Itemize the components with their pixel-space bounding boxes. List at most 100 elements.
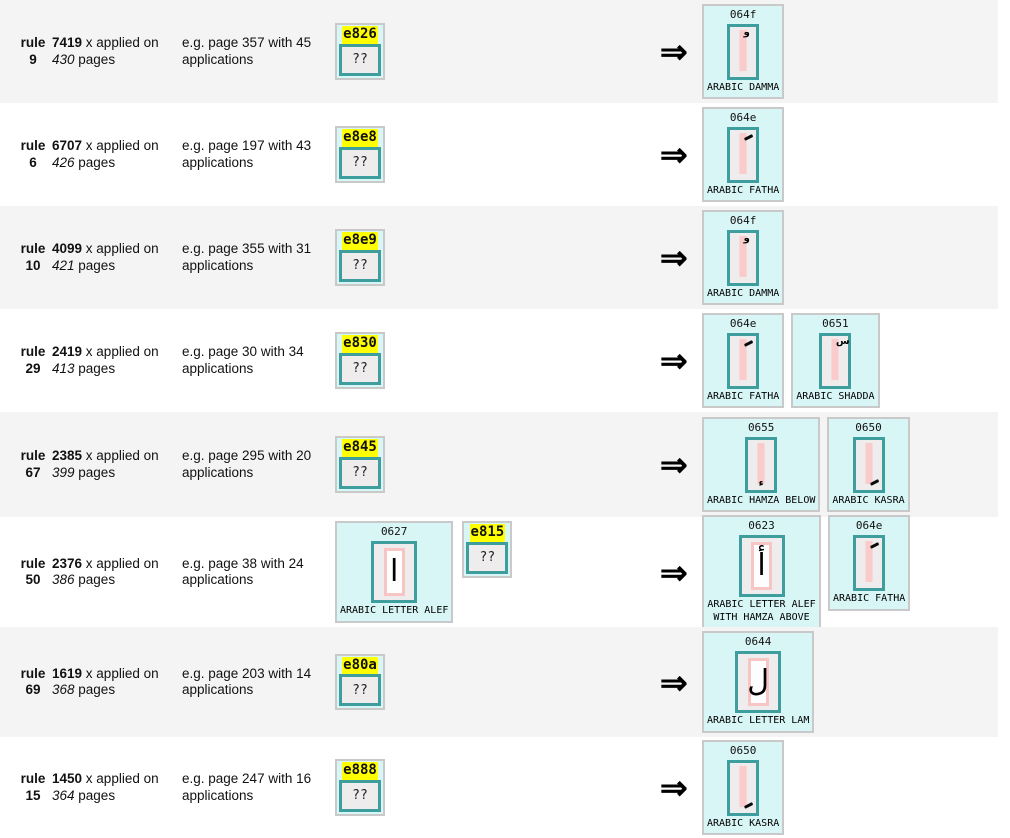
unknown-glyph-box: e815?? — [462, 521, 513, 578]
baseline-bar — [739, 338, 747, 380]
character-name-label: ARABIC SHADDA — [796, 390, 875, 402]
character-name-label: ARABIC LETTER LAM — [707, 715, 810, 727]
unknown-glyph-placeholder: ?? — [339, 249, 381, 282]
pages-count: 413 — [52, 360, 75, 376]
applications-count-line: 2385 x applied on — [52, 448, 182, 464]
unknown-glyph-box: e8e9?? — [335, 229, 385, 286]
pages-count-suffix: pages — [74, 154, 116, 170]
pages-count: 421 — [52, 257, 75, 273]
character-name-label: ARABIC FATHA — [833, 593, 906, 605]
character-name-label: ARABIC KASRA — [707, 817, 780, 829]
private-use-code-highlight: e830 — [342, 335, 378, 353]
rule-word: rule — [20, 665, 46, 681]
codepoint-label: 064f — [729, 7, 757, 21]
rule-word: rule — [20, 241, 46, 257]
source-glyphs: e888?? — [335, 759, 660, 816]
mark-glyph-box — [853, 535, 886, 592]
character-name-label: ARABIC FATHA — [707, 184, 780, 196]
pages-count-line: 421 pages — [52, 258, 182, 274]
applications-count-suffix: x applied on — [82, 665, 159, 681]
rule-id: rule 67 — [14, 448, 52, 480]
rule-number: 50 — [25, 572, 41, 587]
private-use-code-highlight: e826 — [342, 26, 378, 44]
source-glyphs: e80a?? — [335, 653, 660, 711]
mark-glyph-box — [727, 126, 760, 183]
applications-count: 2376 — [52, 555, 83, 571]
example-text: e.g. page 38 with 24 applications — [182, 555, 304, 587]
pages-count-suffix: pages — [74, 360, 116, 376]
mark-glyph-box — [852, 436, 885, 493]
mark-glyph-box — [727, 759, 760, 816]
diacritic-glyph: س — [835, 335, 850, 347]
pages-count-line: 426 pages — [52, 155, 182, 171]
codepoint-label: 064e — [729, 110, 757, 124]
unknown-glyph-box: e845?? — [335, 436, 385, 493]
rule-row: rule 10 4099 x applied on 421 pages e.g. pag… — [0, 206, 998, 309]
rule-id: rule 6 — [14, 138, 52, 170]
unknown-glyph-box: e888?? — [335, 759, 385, 816]
source-glyphs: e830?? — [335, 332, 660, 389]
pages-count-suffix: pages — [74, 464, 116, 480]
example-text: e.g. page 357 with 45 applications — [182, 35, 312, 67]
codepoint-label: 0644 — [744, 635, 772, 649]
private-use-code-highlight: e80a — [342, 656, 378, 675]
glyph-card: 064e ARABIC FATHA — [702, 106, 785, 203]
applications-count-line: 7419 x applied on — [52, 35, 182, 51]
glyph-card: 0651 س ARABIC SHADDA — [791, 312, 880, 409]
baseline-bar — [865, 541, 873, 583]
arabic-letter-glyph: أ — [757, 548, 766, 584]
applications-count: 7419 — [52, 35, 83, 51]
applications-count: 2419 — [52, 344, 83, 360]
rule-number: 67 — [25, 464, 41, 480]
codepoint-label: 0650 — [729, 743, 757, 757]
pages-count: 399 — [52, 464, 75, 480]
target-glyphs: 0623 أ ARABIC LETTER ALEF WITH HAMZA ABOVE… — [702, 514, 911, 630]
baseline-bar — [739, 235, 747, 277]
rule-row: rule 6 6707 x applied on 426 pages e.g. page… — [0, 103, 998, 206]
private-use-code-highlight: e815 — [469, 524, 506, 542]
unknown-glyph-placeholder: ?? — [339, 43, 381, 76]
pages-count-line: 364 pages — [52, 788, 182, 804]
unknown-glyph-placeholder: ?? — [339, 146, 381, 179]
applications-count-suffix: x applied on — [82, 448, 159, 464]
rule-stats: 4099 x applied on 421 pages — [52, 241, 182, 273]
maps-to-arrow-icon: ⇒ — [660, 663, 688, 701]
rule-stats: 1450 x applied on 364 pages — [52, 771, 182, 803]
maps-to-arrow-icon: ⇒ — [660, 342, 688, 379]
glyph-card: 064f و ARABIC DAMMA — [702, 209, 785, 306]
rule-word: rule — [20, 344, 46, 360]
maps-to-arrow-icon: ⇒ — [660, 239, 688, 276]
letter-glyph-box: أ — [738, 535, 785, 598]
private-use-code-highlight: e888 — [342, 762, 378, 780]
rule-number: 10 — [25, 257, 41, 273]
rule-id: rule 10 — [14, 241, 52, 273]
pages-count: 430 — [52, 51, 75, 67]
rule-word: rule — [20, 448, 46, 464]
rule-stats: 6707 x applied on 426 pages — [52, 138, 182, 170]
rule-number: 29 — [25, 360, 41, 376]
mark-glyph-box: ء — [745, 436, 778, 493]
unknown-glyph-placeholder: ?? — [339, 352, 381, 385]
pages-count-suffix: pages — [74, 787, 116, 803]
rule-id: rule 50 — [14, 556, 52, 588]
baseline-frame: ا — [383, 548, 405, 597]
codepoint-label: 064e — [729, 316, 757, 330]
applications-count-line: 1619 x applied on — [52, 666, 182, 682]
maps-to-arrow-icon: ⇒ — [660, 553, 688, 591]
rule-row: rule 9 7419 x applied on 430 pages e.g. page… — [0, 0, 998, 103]
unknown-glyph-placeholder: ?? — [339, 779, 381, 812]
baseline-frame: ل — [747, 658, 769, 707]
unknown-glyph-box: e8e8?? — [335, 126, 385, 183]
applications-count-suffix: x applied on — [82, 35, 159, 51]
source-glyphs: e826?? — [335, 23, 660, 80]
target-glyphs: 0650 ARABIC KASRA — [702, 739, 785, 836]
example-text: e.g. page 197 with 43 applications — [182, 138, 312, 170]
glyph-card: 0655 ء ARABIC HAMZA BELOW — [702, 416, 821, 513]
applications-count: 4099 — [52, 241, 83, 257]
rule-stats: 7419 x applied on 430 pages — [52, 35, 182, 67]
pages-count-line: 430 pages — [52, 52, 182, 68]
target-glyphs: 064e ARABIC FATHA — [702, 106, 785, 203]
applications-count-line: 4099 x applied on — [52, 241, 182, 257]
character-name-label: ARABIC LETTER ALEF — [340, 605, 449, 617]
